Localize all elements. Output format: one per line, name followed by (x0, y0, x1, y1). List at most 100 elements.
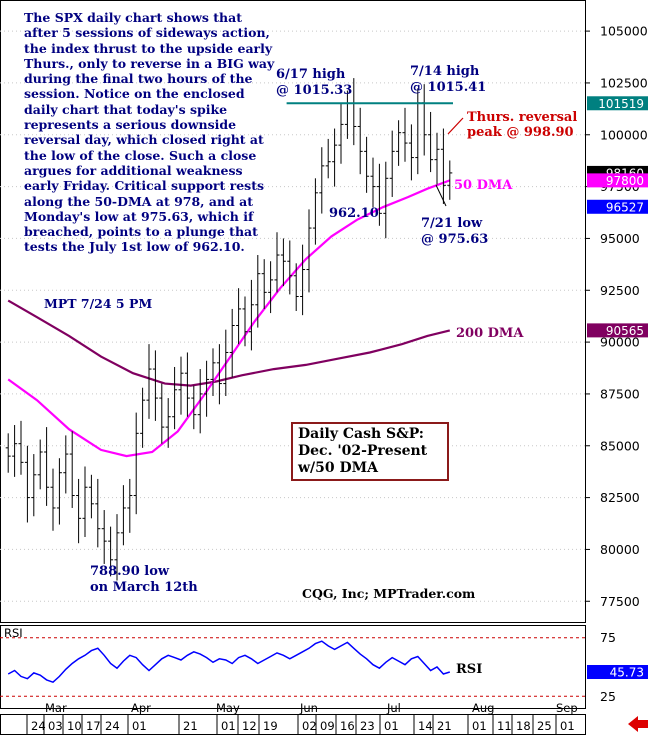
ohlc-bar (300, 244, 306, 316)
ohlc-bar (242, 296, 248, 347)
chart-title-line-2: Dec. '02-Present (298, 443, 428, 459)
annotation-label: 50 DMA (454, 178, 513, 193)
ohlc-bar (255, 255, 261, 328)
ohlc-bar (88, 474, 94, 519)
price-tag-label: 101519 (598, 97, 644, 111)
date-tick-label: 01 (132, 719, 147, 733)
price-tag-box (587, 173, 648, 188)
price-tick-label: 85000 (600, 438, 640, 453)
date-tick-label: 01 (384, 719, 399, 733)
ohlc-bar (216, 344, 222, 405)
low-pointer (435, 184, 447, 207)
month-label: Jul (386, 701, 401, 715)
month-label: Aug (472, 701, 494, 715)
ohlc-bar (44, 427, 50, 506)
ohlc-bar (204, 360, 210, 417)
price-tags: 10151998160978009652790565 (587, 96, 648, 338)
price-tag: 101519 (587, 96, 648, 111)
rsi-line (7, 640, 451, 684)
date-tick-label: 12 (242, 719, 257, 733)
date-tick-label: 24 (31, 719, 46, 733)
ohlc-bar (312, 178, 318, 245)
ohlc-bar (101, 510, 107, 564)
date-tick-label: 14 (418, 719, 433, 733)
commentary-text: The SPX daily chart shows that after 5 s… (24, 10, 275, 255)
price-tick-label: 100000 (600, 127, 648, 142)
ohlc-bar (178, 356, 184, 415)
ohlc-bar (229, 308, 235, 378)
date-tick-label: 09 (320, 719, 335, 733)
ohlc-bar (197, 369, 203, 434)
date-tick-label: 11 (497, 719, 512, 733)
date-axis-frame (0, 714, 586, 735)
ohlc-bar (280, 238, 286, 287)
ohlc-bar (338, 103, 344, 164)
date-tick-label: 01 (472, 719, 487, 733)
ohlc-bar (76, 478, 82, 544)
annotation-label: on March 12th (90, 580, 198, 595)
month-label: Jun (299, 701, 318, 715)
ohlc-bar (140, 387, 146, 448)
date-tick-label: 16 (340, 719, 355, 733)
ohlc-bar (236, 288, 242, 345)
annotation-label: peak @ 998.90 (467, 125, 574, 140)
price-tick-label: 82500 (600, 490, 640, 505)
price-tick-label: 77500 (600, 594, 640, 609)
price-tag-label: 96527 (606, 200, 644, 214)
chart-annotations: 6/17 high@ 1015.33 7/14 high@ 1015.41 Thur… (90, 64, 577, 595)
ohlc-bar (408, 124, 414, 181)
rsi-layer: 25755RSIRSI45.73 (0, 626, 648, 704)
ohlc-bar (306, 209, 312, 293)
annotation-label: 962.10 (329, 206, 379, 221)
date-tick-label: 23 (360, 719, 375, 733)
credit-text: CQG, Inc; MPTrader.com (302, 586, 476, 601)
ohlc-bar (370, 157, 376, 208)
price-tag: 96527 (587, 199, 648, 214)
annotation-label: 6/17 high (276, 67, 346, 82)
annotation-label: Thurs. reversal (467, 110, 577, 125)
price-tick-label: 87500 (600, 386, 640, 401)
ohlc-bar (396, 120, 402, 166)
ohlc-bar (389, 130, 395, 197)
price-tag: 90565 (587, 323, 648, 338)
ohlc-bar (184, 352, 190, 417)
ohlc-bar (120, 485, 126, 546)
reversal-pointer (447, 117, 464, 135)
price-tag-label: 97800 (606, 174, 644, 188)
annotation-label: 7/21 low (421, 216, 483, 231)
ohlc-bar (319, 147, 325, 214)
price-tick-label: 90000 (600, 335, 640, 350)
rsi-panel-label: RSI (4, 626, 23, 640)
month-label: Sep (556, 701, 578, 715)
chart-title-line-3: w/50 DMA (298, 460, 379, 476)
price-tick-label: 95000 (600, 231, 640, 246)
ohlc-bar (82, 466, 88, 537)
ohlc-bar (434, 132, 440, 185)
date-tick-label: 25 (537, 719, 552, 733)
ohlc-bar (325, 138, 331, 179)
ohlc-bar (24, 445, 30, 523)
ohlc-bar (37, 439, 43, 490)
date-tick-label: 10 (67, 719, 82, 733)
price-tag-label: 90565 (606, 324, 644, 338)
date-tick-label: 18 (516, 719, 531, 733)
ohlc-bar (172, 366, 178, 430)
dma-50-line (7, 179, 451, 458)
ohlc-bar (18, 420, 24, 475)
ohlc-bar (274, 232, 280, 293)
annotation-label: @ 1015.33 (276, 83, 352, 98)
ohlc-bar (12, 425, 18, 477)
ohlc-bar (210, 348, 216, 397)
ohlc-bar (165, 398, 171, 448)
price-tag-box (587, 96, 648, 111)
date-tick-label: 24 (105, 719, 120, 733)
ohlc-bars (5, 78, 453, 581)
ohlc-bar (69, 431, 75, 508)
left-arrow-icon (628, 716, 648, 732)
rsi-tick-label: 75 (600, 630, 616, 645)
price-tag-box (587, 199, 648, 214)
chart-title-box: Daily Cash S&P: Dec. '02-Present w/50 DM… (291, 422, 449, 481)
scroll-arrow[interactable] (628, 716, 648, 732)
date-axis: 24 03 10 17 24 01 21 01 12 19 02 09 16 23 01 14 21 01 11 18… (26, 701, 578, 734)
price-tag: 97800 (587, 173, 648, 188)
